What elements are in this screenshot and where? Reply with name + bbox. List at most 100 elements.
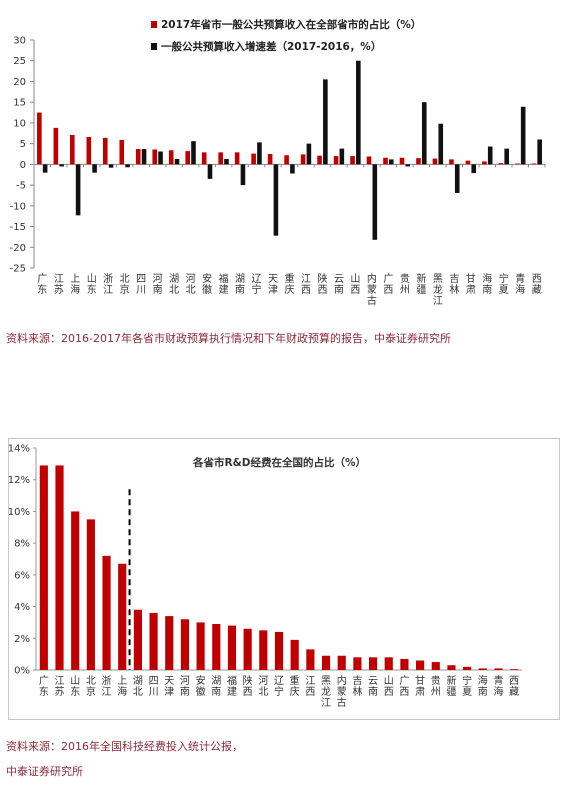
bar-growth-diff — [339, 148, 345, 165]
x-tick-label: 福建 — [219, 272, 229, 296]
x-tick-label: 山西 — [350, 273, 360, 296]
x-tick-label: 江苏 — [54, 273, 64, 296]
chart2: 0% 2% 4% 6% 8% 10% 12% 14% 广东江苏山东北京浙江上海湖北四川天津河南安… — [8, 444, 522, 709]
bar-rd-share — [494, 668, 503, 670]
x-tick-label: 上海 — [70, 273, 80, 296]
bar-share — [399, 157, 405, 165]
bar-rd-share — [133, 609, 142, 670]
x-tick-label: 青海 — [515, 272, 525, 296]
x-tick-label: 北京 — [120, 273, 130, 296]
x-tick-label: 河南 — [153, 273, 163, 296]
x-tick-label: 山东 — [87, 273, 97, 296]
bar-growth-diff — [191, 141, 196, 165]
chart2-source-line2: 中泰证券研究所 — [6, 765, 83, 778]
legend-swatch-black — [151, 43, 157, 50]
bar-growth-diff — [372, 164, 378, 240]
bar-growth-diff — [141, 149, 147, 165]
bar-share — [168, 150, 174, 165]
x-tick-label: 北京 — [86, 675, 96, 698]
bar-growth-diff — [224, 158, 229, 165]
y-tick-label: 4% — [14, 602, 30, 613]
bar-share — [465, 160, 471, 165]
x-tick-label: 青海 — [493, 674, 503, 698]
bar-rd-share — [180, 619, 190, 670]
bar-share — [383, 157, 388, 165]
bar-share — [300, 154, 306, 165]
bar-share — [531, 163, 537, 165]
bar-share — [333, 156, 339, 165]
bar-growth-diff — [174, 158, 180, 165]
chart1-source: 资料来源：2016-2017年各省市财政预算执行情况和下年财政预算的报告，中泰证… — [6, 332, 451, 345]
y-tick-label: 0% — [14, 666, 30, 677]
x-tick-label: 湖南 — [211, 675, 221, 698]
chart1: -25 -20 -15 -10 -5 0 5 10 15 20 25 30 广东江苏上海山东浙江北京四川… — [10, 36, 546, 307]
y-tick-label: -25 — [10, 264, 26, 275]
bar-growth-diff — [504, 148, 509, 165]
x-tick-label: 山东 — [70, 675, 80, 698]
y-tick-label: 20 — [13, 77, 26, 88]
x-tick-label: 山西 — [384, 675, 394, 698]
x-tick-label: 上海 — [117, 675, 127, 698]
y-tick-label: 6% — [14, 570, 30, 581]
y-tick-label: -10 — [10, 201, 26, 212]
chart2-source-line1: 资料来源：2016年全国科技经费投入统计公报， — [6, 740, 243, 753]
x-tick-label: 吉林 — [352, 675, 362, 698]
bar-share — [135, 149, 141, 165]
x-tick-label: 西藏 — [509, 676, 519, 698]
x-tick-label: 福建 — [227, 674, 237, 698]
x-tick-label: 云南 — [334, 274, 344, 296]
bar-growth-diff — [389, 159, 394, 165]
y-tick-label: 14% — [8, 444, 30, 455]
y-tick-label: 10 — [13, 118, 26, 129]
y-tick-label: 12% — [8, 475, 30, 486]
bar-growth-diff — [92, 164, 97, 173]
bar-share — [515, 163, 520, 165]
x-tick-label: 宁夏 — [499, 272, 509, 296]
bar-growth-diff — [356, 60, 361, 165]
x-tick-label: 甘肃 — [466, 272, 476, 296]
legend-label-growth-diff: 一般公共预算收入增速差（2017-2016，%） — [161, 41, 382, 53]
bar-growth-diff — [158, 151, 163, 165]
bar-share — [416, 158, 421, 165]
x-tick-label: 辽宁 — [252, 273, 262, 296]
x-tick-label: 黑龙江 — [321, 675, 331, 709]
bar-rd-share — [118, 563, 127, 670]
bar-growth-diff — [257, 142, 262, 165]
y-tick-label: 25 — [13, 56, 26, 67]
x-tick-label: 广西 — [399, 675, 409, 698]
bar-share — [498, 163, 504, 165]
bar-rd-share — [227, 625, 237, 670]
bar-share — [284, 155, 289, 165]
x-tick-label: 江西 — [305, 675, 315, 698]
y-tick-label: -5 — [16, 181, 26, 192]
bar-growth-diff — [108, 164, 114, 168]
bar-rd-share — [447, 665, 456, 670]
y-tick-label: 2% — [14, 634, 30, 645]
x-tick-label: 安徽 — [196, 674, 206, 698]
bar-share — [482, 161, 487, 165]
bar-growth-diff — [42, 164, 48, 173]
bar-rd-share — [463, 666, 472, 670]
bar-rd-share — [274, 631, 284, 670]
legend-swatch-red — [151, 21, 157, 28]
x-tick-label: 浙江 — [102, 675, 112, 698]
chart2-frame — [8, 438, 560, 720]
x-tick-label: 黑龙江 — [433, 273, 443, 307]
x-tick-label: 湖北 — [133, 675, 143, 698]
bar-rd-share — [196, 622, 205, 670]
x-tick-label: 内蒙古 — [367, 272, 377, 307]
y-tick-label: 10% — [8, 507, 30, 518]
bar-share — [119, 139, 125, 165]
bar-share — [102, 137, 108, 165]
bar-share — [449, 159, 454, 165]
bar-growth-diff — [59, 164, 64, 167]
bar-growth-diff — [207, 164, 213, 179]
bar-growth-diff — [487, 146, 493, 165]
y-tick-label: -15 — [10, 222, 26, 233]
bar-rd-share — [368, 657, 378, 670]
bar-rd-share — [290, 639, 299, 670]
bar-share — [70, 134, 75, 165]
bar-rd-share — [39, 465, 48, 670]
x-tick-label: 天津 — [164, 676, 174, 698]
bar-rd-share — [243, 628, 252, 670]
